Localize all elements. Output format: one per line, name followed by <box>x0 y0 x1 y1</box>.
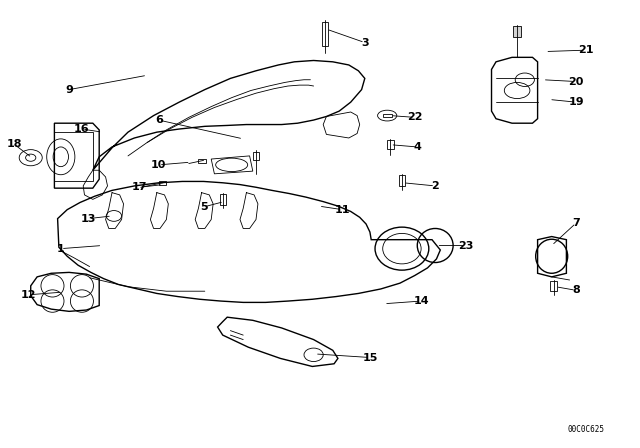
Text: 9: 9 <box>65 85 73 95</box>
Text: 6: 6 <box>155 115 163 125</box>
Text: 00C0C625: 00C0C625 <box>567 425 604 434</box>
Bar <box>399 175 405 186</box>
Bar <box>198 159 206 163</box>
Bar <box>253 152 259 160</box>
Text: 18: 18 <box>6 139 22 149</box>
Text: 16: 16 <box>74 124 90 134</box>
Bar <box>220 194 226 205</box>
Bar <box>387 140 394 149</box>
Text: 20: 20 <box>568 77 584 86</box>
Text: 5: 5 <box>200 202 207 212</box>
Bar <box>550 281 557 291</box>
Text: 11: 11 <box>335 205 350 215</box>
Text: 14: 14 <box>413 296 429 306</box>
Text: 8: 8 <box>572 285 580 295</box>
Text: 3: 3 <box>361 38 369 47</box>
Text: 15: 15 <box>362 353 378 362</box>
Text: 22: 22 <box>407 112 422 122</box>
Text: 2: 2 <box>431 181 439 191</box>
Text: 1: 1 <box>57 244 65 254</box>
Text: 17: 17 <box>132 182 147 192</box>
Text: 21: 21 <box>578 45 593 55</box>
Text: 4: 4 <box>413 142 421 152</box>
Bar <box>159 181 166 185</box>
Bar <box>513 26 521 37</box>
Text: 23: 23 <box>458 241 474 250</box>
Bar <box>383 114 392 117</box>
Text: 12: 12 <box>21 290 36 300</box>
Text: 10: 10 <box>151 160 166 170</box>
Text: 7: 7 <box>572 218 580 228</box>
Bar <box>322 22 328 46</box>
Text: 13: 13 <box>81 214 96 224</box>
Text: 19: 19 <box>568 97 584 107</box>
